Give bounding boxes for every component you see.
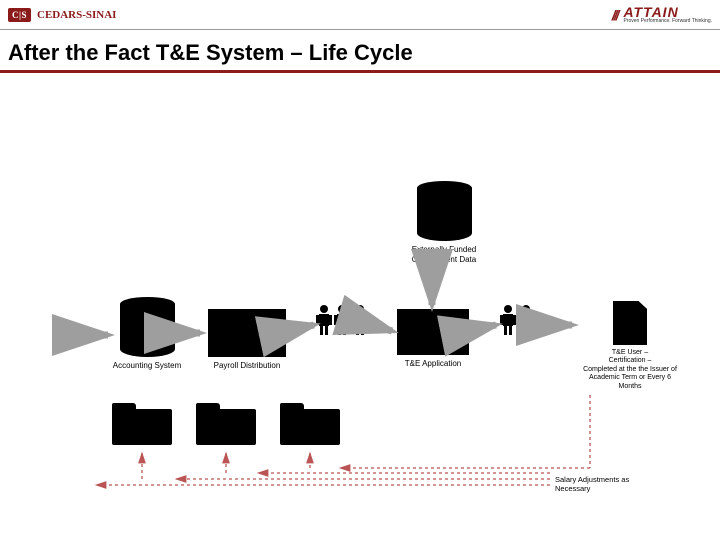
certification-node: T&E User – Certification – Completed at … bbox=[570, 301, 690, 391]
salary-adjustments-label: Salary Adjustments as Necessary bbox=[555, 471, 675, 493]
te-app-label: T&E Application bbox=[388, 359, 478, 369]
accounting-system-node: Accounting System bbox=[112, 297, 182, 371]
logo-right: /// ATTAIN Proven Performance. Forward T… bbox=[612, 5, 712, 24]
folder-1 bbox=[112, 403, 172, 445]
database-icon bbox=[417, 181, 472, 241]
folder-3 bbox=[280, 403, 340, 445]
lifecycle-diagram: Accounting System Payroll Distribution E… bbox=[0, 73, 720, 533]
circle-icon bbox=[62, 323, 86, 347]
box-icon bbox=[397, 309, 469, 355]
title-bar: After the Fact T&E System – Life Cycle bbox=[0, 30, 720, 73]
folder-icon bbox=[196, 403, 256, 445]
header-bar: C|S CEDARS-SINAI /// ATTAIN Proven Perfo… bbox=[0, 0, 720, 30]
folder-icon bbox=[280, 403, 340, 445]
te-application-node: T&E Application bbox=[388, 309, 478, 369]
external-data-node: Externally Funded Commitment Data bbox=[404, 181, 484, 264]
document-icon bbox=[613, 301, 647, 345]
certification-label: T&E User – Certification – Completed at … bbox=[570, 349, 690, 391]
attain-chevron-icon: /// bbox=[612, 7, 618, 23]
payroll-label: Payroll Distribution bbox=[202, 361, 292, 371]
page-title: After the Fact T&E System – Life Cycle bbox=[8, 40, 712, 66]
folder-icon bbox=[112, 403, 172, 445]
folder-2 bbox=[196, 403, 256, 445]
attain-tagline: Proven Performance. Forward Thinking. bbox=[623, 19, 712, 24]
people-group-1 bbox=[316, 305, 368, 335]
people-group-2 bbox=[500, 305, 534, 335]
attain-name: ATTAIN bbox=[623, 5, 712, 19]
cs-badge: C|S bbox=[8, 8, 31, 22]
start-node bbox=[62, 323, 86, 347]
database-icon bbox=[120, 297, 175, 357]
logo-left: C|S CEDARS-SINAI bbox=[8, 8, 116, 22]
people-icon bbox=[500, 305, 534, 335]
people-icon bbox=[316, 305, 368, 335]
payroll-distribution-node: Payroll Distribution bbox=[202, 309, 292, 371]
box-icon bbox=[208, 309, 286, 357]
cs-name: CEDARS-SINAI bbox=[37, 9, 116, 21]
accounting-label: Accounting System bbox=[112, 361, 182, 371]
external-label: Externally Funded Commitment Data bbox=[404, 245, 484, 264]
